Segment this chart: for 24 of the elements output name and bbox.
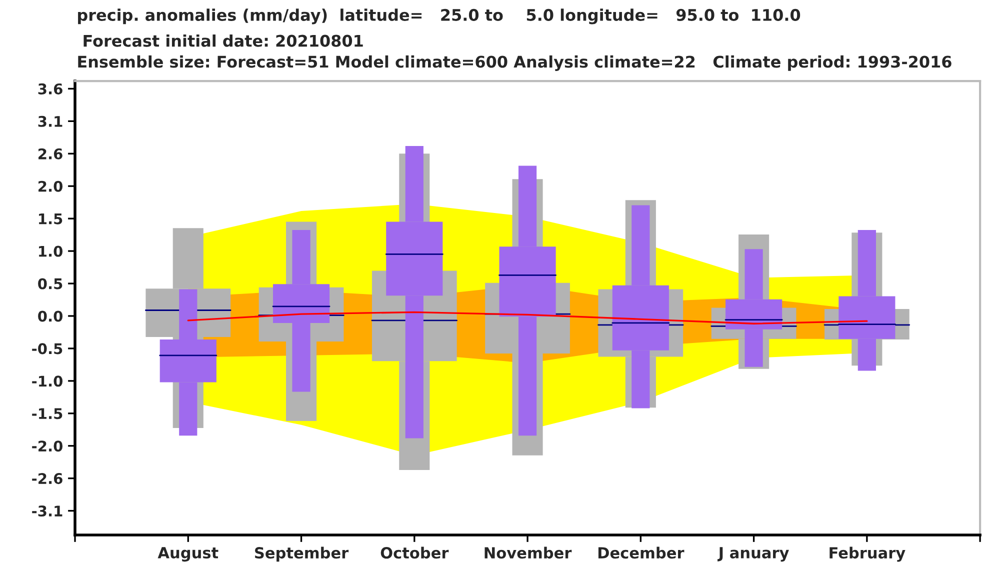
chart-title: precip. anomalies (mm/day) latitude= 25.0 to 5.0 longitude= 95.0 to 110.0 <box>78 8 800 24</box>
y-tick-label: -0.5 <box>32 343 62 354</box>
chart-subtitle: Forecast initial date: 20210801 Ensemble size: Forecast=51 Model climate=600 Analysis climate=22 Climate period: 1993-2016 <box>78 34 952 71</box>
x-tick-label: J anuary <box>718 547 789 562</box>
y-tick-label: 0.5 <box>38 278 62 290</box>
x-tick-label: November <box>484 546 572 559</box>
y-tick-label: 0.0 <box>38 310 62 322</box>
x-tick-label: February <box>830 546 906 562</box>
y-tick-label: 2.0 <box>38 180 62 192</box>
y-tick-label: 1.0 <box>39 246 62 257</box>
x-tick-label: August <box>158 547 218 562</box>
y-tick-label: -1.0 <box>32 376 62 387</box>
y-tick-label: 3.6 <box>38 83 62 94</box>
y-tick-label: -2.6 <box>32 473 62 484</box>
y-tick-label: -2.0 <box>32 440 62 452</box>
x-tick-label: September <box>255 546 349 562</box>
y-tick-label: -1.5 <box>32 408 62 420</box>
y-tick-label: 1.5 <box>39 213 62 224</box>
y-tick-label: 2.6 <box>38 148 62 160</box>
x-tick-label: December <box>598 546 684 559</box>
x-tick-label: October <box>380 546 449 559</box>
line-series <box>187 311 868 324</box>
y-tick-label: 3.1 <box>38 116 62 127</box>
y-tick-label: -3.1 <box>32 506 62 517</box>
